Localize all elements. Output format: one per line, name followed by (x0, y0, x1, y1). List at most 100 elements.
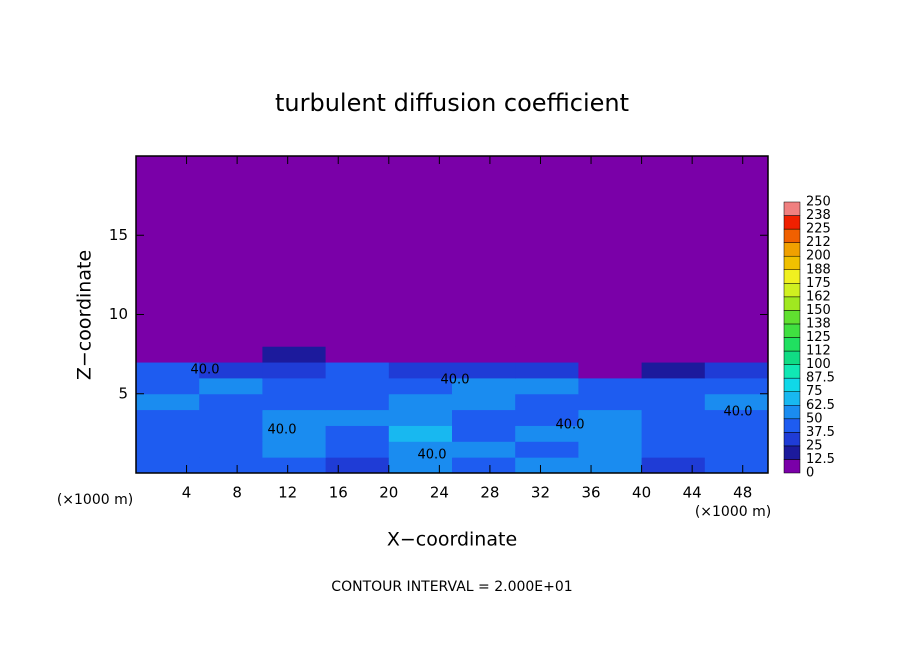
heat-cell (136, 425, 200, 442)
heat-cell (515, 409, 579, 426)
heat-cell (641, 441, 706, 458)
heat-cell (641, 377, 706, 395)
heat-cell (388, 377, 453, 395)
heat-cell (388, 409, 453, 426)
x-tick-label: 8 (232, 484, 242, 502)
colorbar-swatch (783, 255, 801, 271)
heat-cell (325, 393, 390, 411)
heat-cell (325, 377, 390, 395)
heat-cell (452, 377, 516, 395)
heat-cell (262, 346, 327, 363)
heat-cell (388, 441, 453, 458)
heat-cell (578, 441, 643, 458)
colorbar-label: 225 (806, 222, 831, 237)
heat-cell (136, 346, 200, 363)
x-tick-label: 40 (632, 484, 651, 502)
heat-cell (515, 362, 579, 379)
heat-cell (136, 377, 200, 395)
colorbar-label: 212 (806, 235, 831, 250)
heat-cell (704, 393, 769, 411)
heat-cell (515, 393, 579, 411)
heat-cell (578, 457, 643, 474)
heat-cell (262, 457, 327, 474)
heat-cell (452, 457, 516, 474)
contour-label: 40.0 (268, 423, 297, 438)
y-tick-label: 10 (109, 305, 128, 323)
x-tick-label: 24 (430, 484, 449, 502)
colorbar-label: 138 (806, 316, 831, 331)
heat-cell (452, 441, 516, 458)
colorbar-swatch (783, 418, 801, 433)
heat-cell (452, 393, 516, 411)
heat-cell (578, 409, 643, 426)
colorbar-label: 162 (806, 289, 831, 304)
heat-cell (704, 346, 769, 363)
heat-cell (325, 441, 390, 458)
heat-cell (452, 346, 516, 363)
colorbar-swatch (783, 391, 801, 406)
heat-cell (641, 346, 706, 363)
colorbar-label: 125 (806, 330, 831, 345)
heat-cell (704, 441, 769, 458)
heat-cell (641, 362, 706, 379)
colorbar-label: 188 (806, 262, 831, 277)
heat-cell (641, 156, 706, 347)
colorbar-label: 12.5 (806, 452, 835, 467)
heat-cell (325, 409, 390, 426)
heat-cell (515, 441, 579, 458)
heat-cell (199, 457, 263, 474)
colorbar-label: 75 (806, 384, 823, 399)
heat-cell (388, 393, 453, 411)
footer-note: CONTOUR INTERVAL = 2.000E+01 (331, 579, 572, 595)
heat-cell (704, 362, 769, 379)
heat-cell (325, 346, 390, 363)
heat-cell (704, 457, 769, 474)
heat-cell (199, 346, 263, 363)
contour-label: 40.0 (724, 405, 753, 420)
heat-cell (262, 156, 327, 347)
x-tick-label: 12 (278, 484, 297, 502)
heat-cell (704, 156, 769, 347)
heat-cell (388, 362, 453, 379)
heat-cell (262, 409, 327, 426)
colorbar-swatch (783, 432, 801, 447)
heat-cell (199, 425, 263, 442)
heat-cell (578, 346, 643, 363)
heat-cell (388, 156, 453, 347)
colorbar-swatch (783, 269, 801, 284)
heat-cell (199, 393, 263, 411)
heat-cell (578, 393, 643, 411)
heat-cell (388, 425, 453, 442)
y-axis-label: Z−coordinate (74, 250, 96, 380)
heat-cell (515, 156, 579, 347)
colorbar-swatch (783, 377, 801, 392)
contour-label: 40.0 (441, 373, 470, 388)
heat-cell (136, 457, 200, 474)
x-tick-label: 32 (531, 484, 550, 502)
x-axis-label: X−coordinate (387, 529, 517, 551)
colorbar-swatch (783, 310, 801, 325)
heat-cell (578, 362, 643, 379)
heat-cell (641, 457, 706, 474)
colorbar-swatch (783, 283, 801, 298)
heat-cell (641, 425, 706, 442)
heat-cell (452, 156, 516, 347)
heat-cell (262, 362, 327, 379)
heat-cell (578, 377, 643, 395)
colorbar-label: 238 (806, 208, 831, 223)
heat-cell (136, 393, 200, 411)
y-tick-label: 15 (109, 226, 128, 244)
heat-cell (578, 156, 643, 347)
heat-cell (325, 425, 390, 442)
colorbar-swatch (783, 405, 801, 420)
colorbar-swatch (783, 323, 801, 338)
colorbar-label: 62.5 (806, 398, 835, 413)
colorbar-swatch (783, 201, 801, 216)
colorbar-label: 175 (806, 276, 831, 291)
colorbar-label: 200 (806, 249, 831, 264)
heat-cell (262, 425, 327, 442)
heat-cell (704, 409, 769, 426)
x-tick-label: 16 (329, 484, 348, 502)
heat-cell (325, 156, 390, 347)
